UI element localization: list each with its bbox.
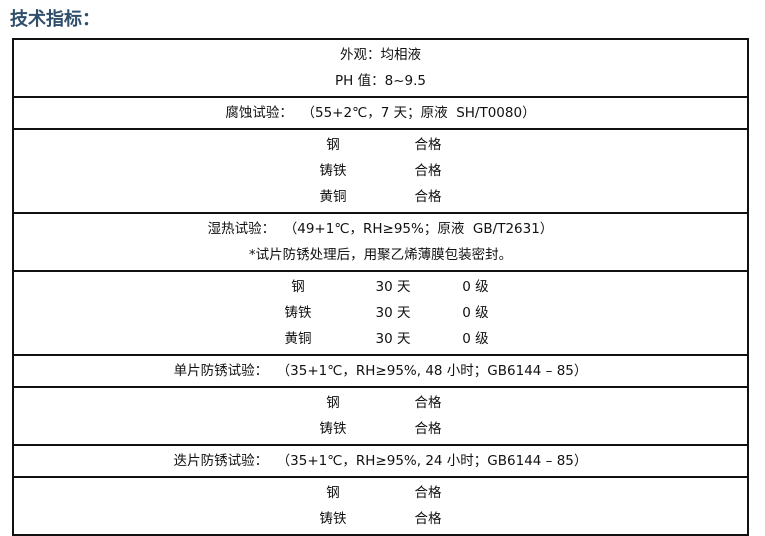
metal: 铸铁	[319, 421, 347, 437]
humid-results: 钢 30 天 0 级 铸铁 30 天 0 级 黄铜 30 天 0 级	[12, 270, 749, 356]
result-row: 钢 合格	[14, 480, 747, 506]
result-row: 钢 30 天 0 级	[14, 274, 747, 300]
metal: 铸铁	[284, 305, 312, 321]
result: 合格	[414, 485, 442, 501]
result-row: 钢 合格	[14, 132, 747, 158]
spec-table: 外观：均相液 PH 值：8~9.5 腐蚀试验： （55+2℃，7 天；原液 SH…	[12, 38, 749, 536]
metal: 钢	[326, 485, 340, 501]
metal: 铸铁	[319, 163, 347, 179]
ph-value: PH 值：8~9.5	[335, 73, 426, 89]
result: 合格	[414, 511, 442, 527]
metal: 钢	[291, 279, 305, 295]
corrosion-header: 腐蚀试验： （55+2℃，7 天；原液 SH/T0080）	[225, 105, 536, 121]
days: 30 天	[375, 279, 411, 295]
result-row: 铸铁 合格	[14, 158, 747, 184]
section-title: 技术指标：	[10, 9, 100, 30]
result-row: 黄铜 30 天 0 级	[14, 326, 747, 352]
basic-cell: 外观：均相液 PH 值：8~9.5	[12, 38, 749, 98]
result: 合格	[414, 189, 442, 205]
grade: 0 级	[462, 305, 489, 321]
grade: 0 级	[462, 331, 489, 347]
grade: 0 级	[462, 279, 489, 295]
result-row: 铸铁 合格	[14, 416, 747, 442]
result-row: 铸铁 30 天 0 级	[14, 300, 747, 326]
days: 30 天	[375, 331, 411, 347]
humid-note: *试片防锈处理后，用聚乙烯薄膜包装密封。	[248, 247, 513, 263]
result: 合格	[414, 395, 442, 411]
result-row: 黄铜 合格	[14, 184, 747, 210]
result: 合格	[414, 163, 442, 179]
metal: 钢	[326, 137, 340, 153]
stacked-header: 迭片防锈试验： （35+1℃，RH≥95%, 24 小时；GB6144 – 85…	[173, 453, 588, 469]
result-row: 铸铁 合格	[14, 506, 747, 532]
single-header: 单片防锈试验： （35+1℃，RH≥95%, 48 小时；GB6144 – 85…	[173, 363, 588, 379]
result-row: 钢 合格	[14, 390, 747, 416]
result: 合格	[414, 421, 442, 437]
corrosion-results: 钢合格 铸铁 合格 黄铜 合格	[12, 128, 749, 214]
stacked-results: 钢合格 铸铁 合格	[12, 476, 749, 536]
appearance: 外观：均相液	[340, 47, 421, 63]
metal: 黄铜	[319, 189, 347, 205]
single-results: 钢合格 铸铁 合格	[12, 386, 749, 446]
humid-header: 湿热试验： （49+1℃，RH≥95%；原液 GB/T2631）	[207, 221, 554, 237]
days: 30 天	[375, 305, 411, 321]
metal: 黄铜	[284, 331, 312, 347]
metal: 铸铁	[319, 511, 347, 527]
result: 合格	[414, 137, 442, 153]
metal: 钢	[326, 395, 340, 411]
